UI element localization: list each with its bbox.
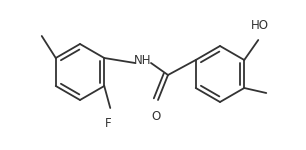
Text: NH: NH [134,54,152,66]
Text: F: F [105,117,112,130]
Text: HO: HO [251,19,269,32]
Text: O: O [151,110,161,123]
